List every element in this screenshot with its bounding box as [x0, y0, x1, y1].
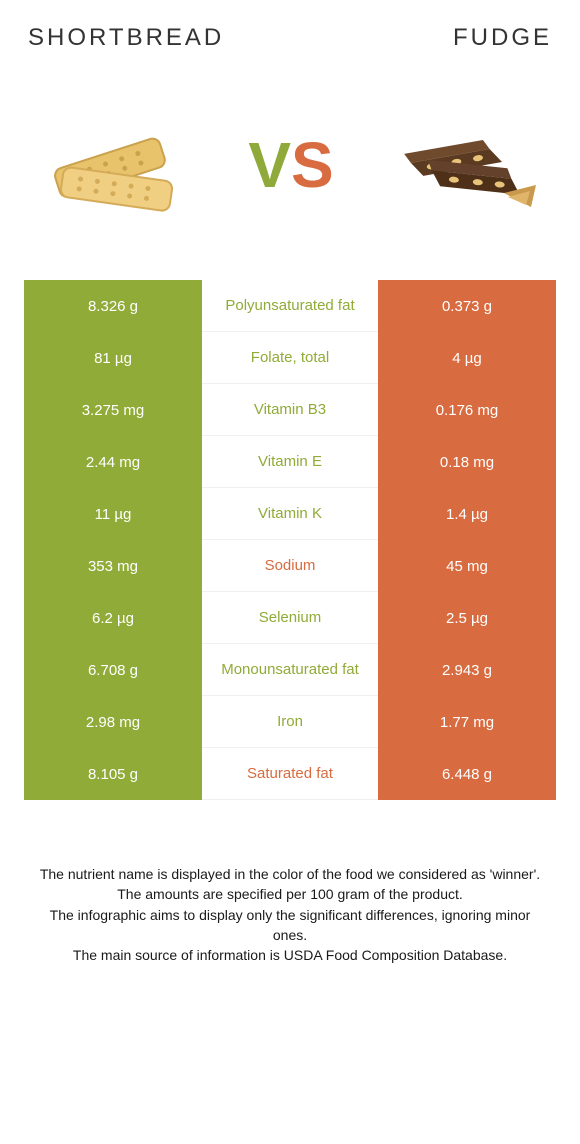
left-value: 11 µg [24, 488, 202, 540]
footer-notes: The nutrient name is displayed in the co… [24, 864, 556, 965]
table-row: 2.44 mgVitamin E0.18 mg [24, 436, 556, 488]
nutrient-label: Vitamin B3 [202, 384, 378, 436]
table-row: 6.2 µgSelenium2.5 µg [24, 592, 556, 644]
nutrient-label: Selenium [202, 592, 378, 644]
right-value: 1.77 mg [378, 696, 556, 748]
nutrient-label: Folate, total [202, 332, 378, 384]
left-value: 3.275 mg [24, 384, 202, 436]
table-row: 6.708 gMonounsaturated fat2.943 g [24, 644, 556, 696]
table-row: 8.326 gPolyunsaturated fat0.373 g [24, 280, 556, 332]
nutrient-label: Monounsaturated fat [202, 644, 378, 696]
left-value: 353 mg [24, 540, 202, 592]
vs-label: V S [248, 128, 331, 202]
right-value: 2.943 g [378, 644, 556, 696]
right-title: FUDGE [453, 24, 552, 52]
left-value: 8.105 g [24, 748, 202, 800]
table-row: 81 µgFolate, total4 µg [24, 332, 556, 384]
table-row: 2.98 mgIron1.77 mg [24, 696, 556, 748]
table-row: 3.275 mgVitamin B30.176 mg [24, 384, 556, 436]
nutrient-label: Vitamin K [202, 488, 378, 540]
footer-line: The infographic aims to display only the… [36, 905, 544, 946]
table-row: 353 mgSodium45 mg [24, 540, 556, 592]
footer-line: The nutrient name is displayed in the co… [36, 864, 544, 884]
nutrient-label: Iron [202, 696, 378, 748]
vs-s-letter: S [291, 128, 332, 202]
nutrient-label: Vitamin E [202, 436, 378, 488]
nutrient-label: Polyunsaturated fat [202, 280, 378, 332]
right-value: 0.18 mg [378, 436, 556, 488]
right-value: 4 µg [378, 332, 556, 384]
left-title: SHORTBREAD [28, 24, 224, 52]
nutrient-label: Saturated fat [202, 748, 378, 800]
table-row: 8.105 gSaturated fat6.448 g [24, 748, 556, 800]
left-value: 6.708 g [24, 644, 202, 696]
header-row: SHORTBREAD FUDGE [24, 24, 556, 60]
right-value: 0.373 g [378, 280, 556, 332]
left-value: 6.2 µg [24, 592, 202, 644]
fudge-illustration [396, 115, 546, 215]
vs-v-letter: V [248, 128, 289, 202]
footer-line: The amounts are specified per 100 gram o… [36, 884, 544, 904]
right-value: 1.4 µg [378, 488, 556, 540]
left-value: 81 µg [24, 332, 202, 384]
right-value: 0.176 mg [378, 384, 556, 436]
right-value: 45 mg [378, 540, 556, 592]
left-value: 8.326 g [24, 280, 202, 332]
table-row: 11 µgVitamin K1.4 µg [24, 488, 556, 540]
left-value: 2.98 mg [24, 696, 202, 748]
image-row: V S [24, 80, 556, 250]
nutrient-label: Sodium [202, 540, 378, 592]
right-value: 6.448 g [378, 748, 556, 800]
shortbread-illustration [34, 115, 184, 215]
footer-line: The main source of information is USDA F… [36, 945, 544, 965]
right-value: 2.5 µg [378, 592, 556, 644]
comparison-table: 8.326 gPolyunsaturated fat0.373 g81 µgFo… [24, 280, 556, 800]
left-value: 2.44 mg [24, 436, 202, 488]
